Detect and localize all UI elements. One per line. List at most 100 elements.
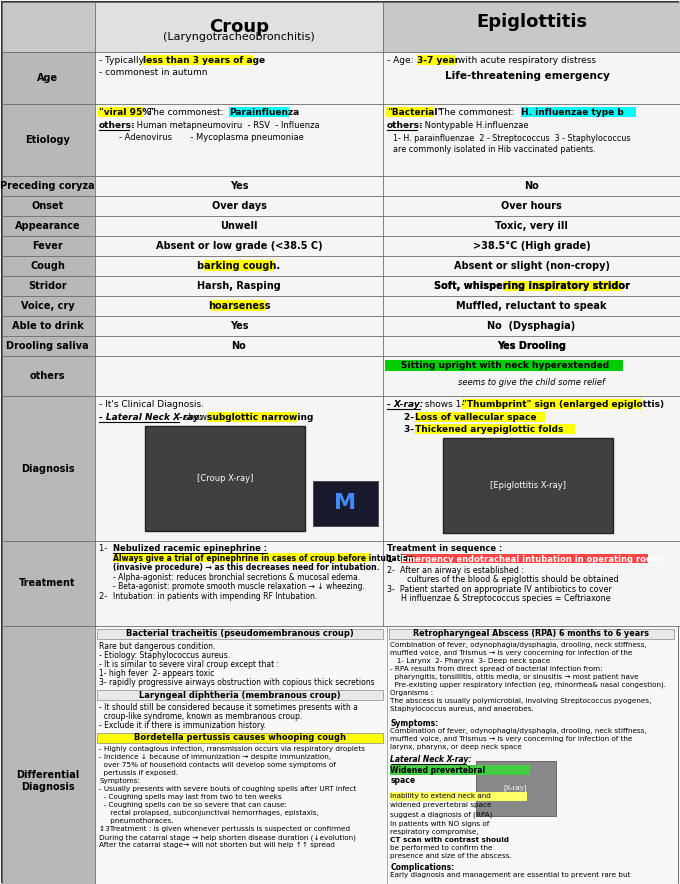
- Bar: [383, 396, 680, 541]
- Text: Differential
Diagnosis: Differential Diagnosis: [16, 770, 79, 792]
- Bar: [2, 336, 95, 356]
- Text: pertussis if exposed.: pertussis if exposed.: [99, 770, 178, 776]
- Text: - Etiology: Staphylococcus aureus.: - Etiology: Staphylococcus aureus.: [99, 651, 230, 660]
- Text: Onset: Onset: [31, 201, 64, 211]
- FancyBboxPatch shape: [417, 55, 455, 65]
- Text: Emergency endotracheal intubation in operating room.: Emergency endotracheal intubation in ope…: [401, 555, 664, 564]
- Text: ↕3Treatment : is given whenever pertussis is suspected or confirmed: ↕3Treatment : is given whenever pertussi…: [99, 826, 350, 832]
- Text: - Usually presents with severe bouts of coughing spells after URT infect: - Usually presents with severe bouts of …: [99, 786, 356, 792]
- Text: The commonest:: The commonest:: [145, 108, 226, 117]
- Text: seems to give the child some relief: seems to give the child some relief: [458, 378, 605, 387]
- Text: Symptoms:: Symptoms:: [99, 778, 140, 784]
- Bar: [2, 396, 95, 541]
- Text: with acute respiratory distress: with acute respiratory distress: [455, 56, 596, 65]
- Text: 3- rapidly progressive airways obstruction with copious thick secretions: 3- rapidly progressive airways obstructi…: [99, 678, 375, 687]
- Text: (Laryngotracheobronchitis): (Laryngotracheobronchitis): [163, 32, 315, 42]
- FancyBboxPatch shape: [97, 629, 382, 639]
- Bar: [95, 626, 678, 884]
- Text: - Human metapneumoviru  - RSV  - Influenza: - Human metapneumoviru - RSV - Influenza: [131, 121, 320, 130]
- Text: Laryngeal diphtheria (membranous croup): Laryngeal diphtheria (membranous croup): [139, 690, 341, 699]
- FancyBboxPatch shape: [415, 412, 545, 422]
- Text: - It's Clinical Diagnosis.: - It's Clinical Diagnosis.: [99, 400, 204, 409]
- Bar: [95, 356, 383, 396]
- Bar: [2, 52, 95, 104]
- Bar: [95, 2, 383, 52]
- Bar: [95, 316, 383, 336]
- Text: Loss of vallecular space: Loss of vallecular space: [415, 413, 537, 422]
- Text: Complications:: Complications:: [390, 863, 455, 872]
- Text: Organisms :: Organisms :: [390, 690, 434, 696]
- Bar: [2, 176, 95, 196]
- Text: Always give a trial of epinephrine in cases of croup before intubation: Always give a trial of epinephrine in ca…: [113, 554, 413, 563]
- Bar: [95, 176, 383, 196]
- Text: Voice, cry: Voice, cry: [20, 301, 74, 311]
- Text: Unwell: Unwell: [220, 221, 258, 231]
- Text: shows 1-: shows 1-: [422, 400, 468, 409]
- Text: Preceding coryza: Preceding coryza: [0, 181, 95, 191]
- Text: subglottic narrowing: subglottic narrowing: [207, 413, 313, 422]
- Text: less than 3 years of age: less than 3 years of age: [143, 56, 265, 65]
- Text: others:: others:: [387, 121, 424, 130]
- FancyBboxPatch shape: [415, 424, 575, 434]
- Text: "Thumbprint" sign (enlarged epiglottis): "Thumbprint" sign (enlarged epiglottis): [462, 400, 664, 409]
- Text: Treatment in sequence :: Treatment in sequence :: [387, 544, 503, 553]
- Text: After the catarral stage→ will not shorten but will help ↑↑ spread: After the catarral stage→ will not short…: [99, 842, 335, 848]
- Text: CT scan with contrast should: CT scan with contrast should: [390, 837, 509, 843]
- Text: "viral 95%": "viral 95%": [99, 108, 156, 117]
- Text: - Highly contagious infection, rransmission occurs via respiratory droplets: - Highly contagious infection, rransmiss…: [99, 746, 365, 752]
- Text: pneumothoraces.: pneumothoraces.: [99, 818, 173, 824]
- Text: - It is similar to severe viral croup except that :: - It is similar to severe viral croup ex…: [99, 660, 279, 669]
- Bar: [95, 216, 383, 236]
- FancyBboxPatch shape: [388, 629, 674, 639]
- Text: croup-like syndrome, known as membranous croup.: croup-like syndrome, known as membranous…: [99, 712, 302, 721]
- Text: Diagnosis: Diagnosis: [20, 463, 74, 474]
- Text: presence and size of the abscess.: presence and size of the abscess.: [390, 853, 512, 859]
- Text: Croup: Croup: [209, 18, 269, 36]
- FancyBboxPatch shape: [143, 55, 253, 65]
- Text: - Beta-agonist: promote smooth muscle relaxation → ↓ wheezing.: - Beta-agonist: promote smooth muscle re…: [113, 582, 365, 591]
- Text: Over days: Over days: [211, 201, 267, 211]
- Text: pharyngitis, tonsillitis, otitis media, or sinusitis → most patient have: pharyngitis, tonsillitis, otitis media, …: [390, 674, 639, 680]
- Bar: [475, 761, 556, 816]
- Text: 1- Larynx  2- Pharynx  3- Deep neck space: 1- Larynx 2- Pharynx 3- Deep neck space: [390, 658, 551, 664]
- Text: Thickened aryepiglottic folds: Thickened aryepiglottic folds: [415, 425, 563, 434]
- FancyBboxPatch shape: [385, 360, 623, 371]
- Text: Soft, whispering inspiratory stridor: Soft, whispering inspiratory stridor: [434, 281, 630, 291]
- Bar: [383, 316, 680, 336]
- Bar: [383, 176, 680, 196]
- Bar: [2, 296, 95, 316]
- Text: >38.5°C (High grade): >38.5°C (High grade): [473, 241, 590, 251]
- Text: Bacterial tracheitis (pseudomembranous croup): Bacterial tracheitis (pseudomembranous c…: [126, 629, 354, 638]
- Text: others:: others:: [99, 121, 135, 130]
- Text: 1-: 1-: [387, 555, 399, 564]
- Text: The commonest:: The commonest:: [436, 108, 517, 117]
- Bar: [383, 104, 680, 176]
- Text: over 75% of household contacts will develop some symptoms of: over 75% of household contacts will deve…: [99, 762, 336, 768]
- Bar: [383, 216, 680, 236]
- Text: Staphylococcus aureus, and anaerobes.: Staphylococcus aureus, and anaerobes.: [390, 706, 534, 712]
- Text: be performed to confirm the: be performed to confirm the: [390, 845, 493, 851]
- FancyBboxPatch shape: [390, 765, 530, 775]
- Text: shows: shows: [181, 413, 215, 422]
- Bar: [2, 236, 95, 256]
- Bar: [95, 236, 383, 256]
- Bar: [95, 336, 383, 356]
- Bar: [313, 481, 378, 526]
- FancyBboxPatch shape: [212, 300, 266, 311]
- Bar: [2, 104, 95, 176]
- Text: - Coughing spells can be so severe that can cause:: - Coughing spells can be so severe that …: [99, 802, 287, 808]
- Text: Cough: Cough: [30, 261, 65, 271]
- Text: 1-: 1-: [99, 544, 112, 553]
- Bar: [383, 356, 680, 396]
- Text: Early diagnosis and management are essential to prevent rare but: Early diagnosis and management are essen…: [390, 872, 631, 878]
- Text: suggest a diagnosis of (RPA): suggest a diagnosis of (RPA): [390, 811, 493, 818]
- Text: - It should still be considered because it sometimes presents with a: - It should still be considered because …: [99, 703, 358, 712]
- Bar: [95, 104, 383, 176]
- Text: Etiology: Etiology: [25, 135, 70, 145]
- Text: - Exclude it if there is immunization history.: - Exclude it if there is immunization hi…: [99, 721, 266, 730]
- FancyBboxPatch shape: [113, 553, 369, 562]
- Text: 1- H. parainfluenzae  2 - Streptococcus  3 - Staphylococcus: 1- H. parainfluenzae 2 - Streptococcus 3…: [393, 134, 630, 143]
- Text: 1- high fever  2- appears toxic: 1- high fever 2- appears toxic: [99, 669, 214, 678]
- Bar: [383, 276, 680, 296]
- Text: Widened prevertebral
space: Widened prevertebral space: [390, 766, 486, 785]
